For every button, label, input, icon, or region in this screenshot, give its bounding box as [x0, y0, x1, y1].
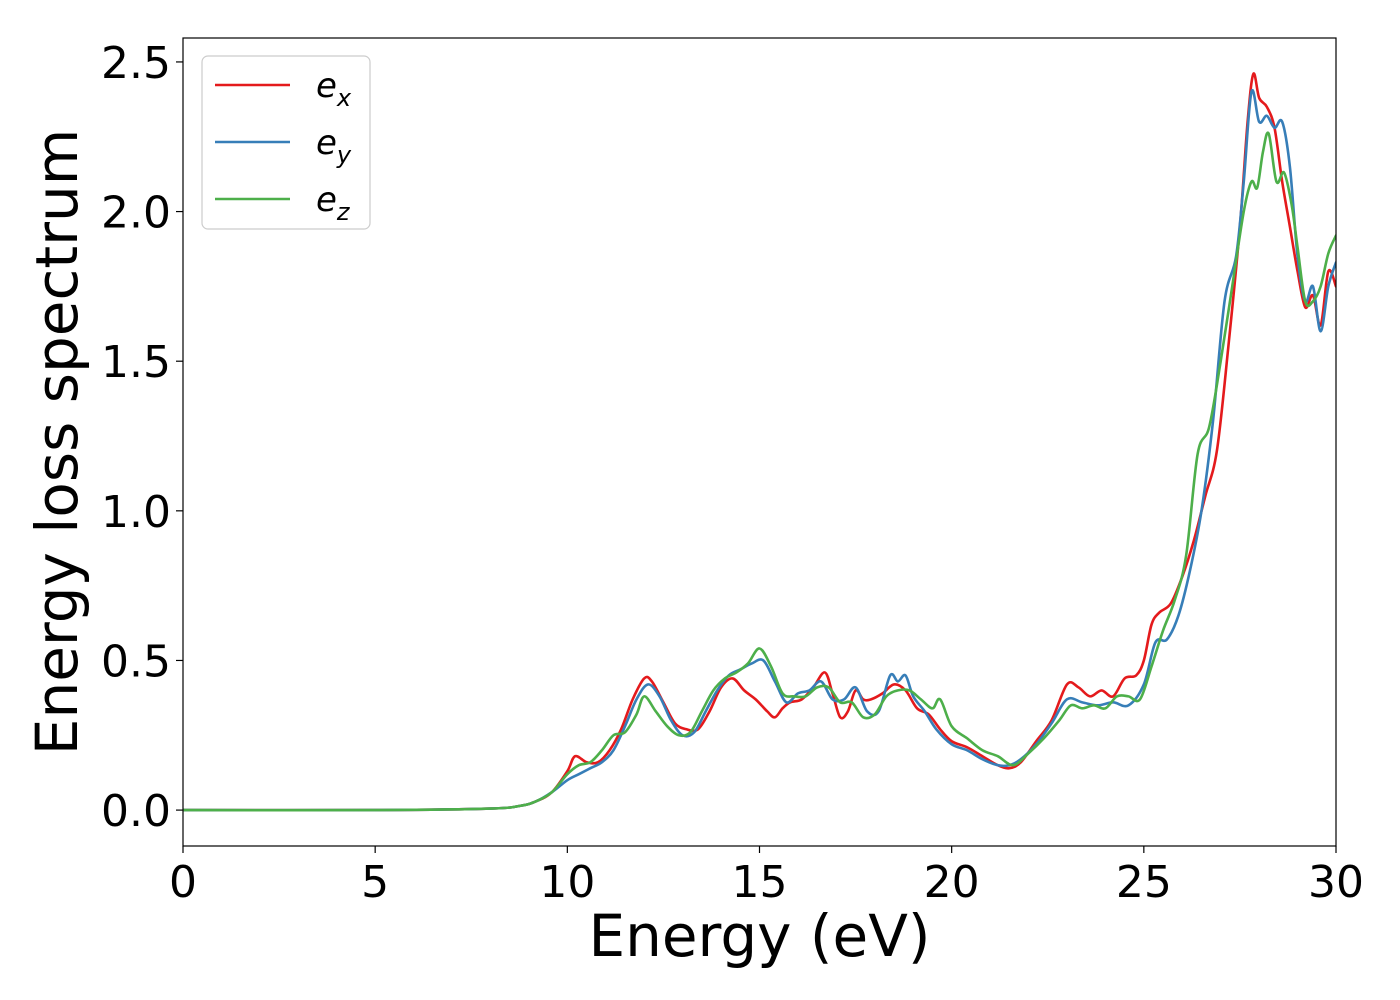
x-tick-label: 15: [732, 857, 788, 908]
x-tick-label: 20: [924, 857, 980, 908]
legend-label-base: e: [316, 180, 337, 220]
legend-label-x: ex: [316, 66, 352, 112]
y-tick-label: 2.5: [101, 38, 171, 89]
y-tick-label: 2.0: [101, 188, 171, 239]
series-layer: [183, 72, 1336, 812]
x-tick-label: 25: [1116, 857, 1172, 908]
series-line-y: [183, 88, 1336, 812]
x-axis-label: Energy (eV): [588, 902, 930, 970]
y-tick-label: 1.5: [101, 337, 171, 388]
legend-label-base: e: [316, 123, 337, 163]
legend-label-y: ey: [316, 123, 352, 169]
legend-label-z: ez: [316, 180, 351, 226]
y-tick-label: 0.0: [101, 786, 171, 837]
legend-label-subscript: z: [336, 198, 351, 226]
x-axis: 0 5 10 15 20 25 30: [169, 846, 1364, 908]
x-tick-label: 10: [539, 857, 595, 908]
y-tick-label: 0.5: [101, 636, 171, 687]
series-line-z: [183, 131, 1336, 812]
x-tick-label: 5: [361, 857, 389, 908]
y-axis: 0.0 0.5 1.0 1.5 2.0 2.5: [101, 38, 183, 837]
y-axis-label: Energy loss spectrum: [23, 129, 91, 755]
legend-label-base: e: [316, 66, 337, 106]
legend-label-subscript: y: [336, 141, 352, 169]
y-tick-label: 1.0: [101, 487, 171, 538]
legend-label-subscript: x: [336, 84, 352, 112]
x-tick-label: 0: [169, 857, 197, 908]
x-tick-label: 30: [1308, 857, 1364, 908]
